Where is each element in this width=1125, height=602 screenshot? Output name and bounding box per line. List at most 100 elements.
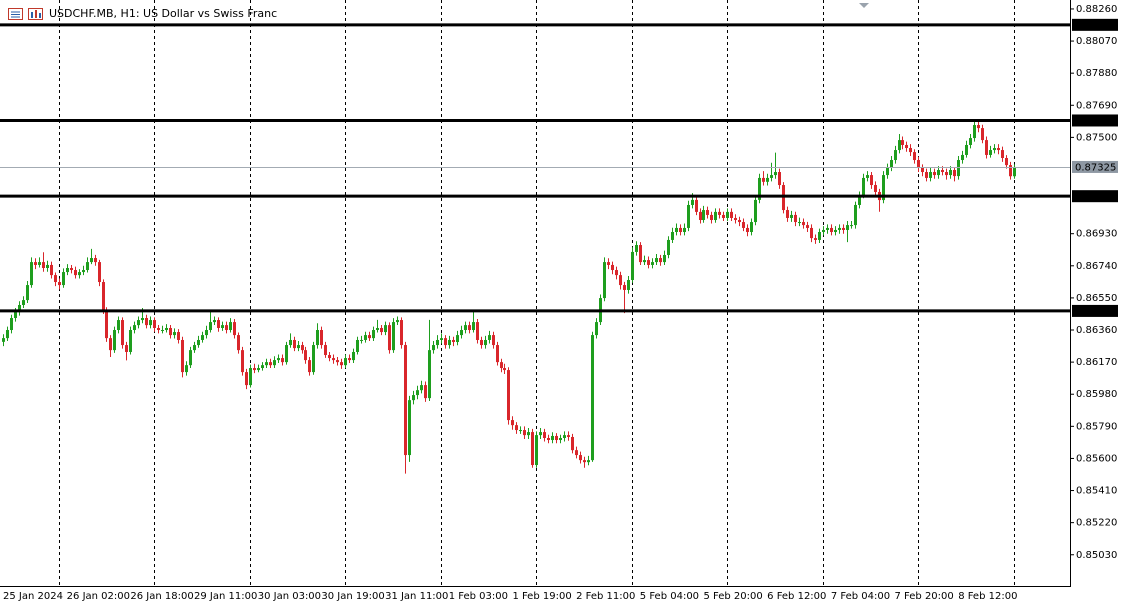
candle-body: [814, 238, 817, 240]
candle-body: [798, 222, 801, 224]
candle-body: [173, 332, 176, 336]
candle-body: [344, 358, 347, 366]
candle-body: [834, 229, 837, 233]
candle-body: [714, 211, 717, 221]
candle-body: [141, 318, 144, 321]
x-tick-label: 7 Feb 20:00: [895, 591, 954, 602]
shift-marker[interactable]: [859, 3, 869, 8]
candle-body: [818, 232, 821, 240]
candle-body: [348, 358, 351, 361]
candle-body: [595, 322, 598, 336]
candle-body: [898, 140, 901, 151]
candle-body: [631, 251, 634, 280]
candle-body: [937, 169, 940, 176]
y-tick-label: 0.85790: [1076, 421, 1117, 432]
candle-body: [468, 325, 471, 331]
candle-body: [758, 177, 761, 200]
candle-body: [511, 420, 514, 426]
candle-body: [368, 335, 371, 339]
candle-body: [858, 195, 861, 205]
candle-body: [539, 432, 542, 436]
candle-body: [452, 339, 455, 343]
candle-body: [973, 125, 976, 139]
candle-body: [137, 320, 140, 326]
candle-body: [189, 350, 192, 366]
y-tick-label: 0.88260: [1076, 4, 1117, 15]
candle-body: [221, 325, 224, 328]
candle-body: [997, 148, 1000, 151]
candle-body: [742, 222, 745, 228]
candle-body: [559, 437, 562, 441]
candle-body: [157, 327, 160, 331]
candle-body: [301, 345, 304, 351]
chart-icons: [8, 8, 43, 20]
candle-body: [380, 327, 383, 333]
candle-body: [870, 175, 873, 186]
candle-body: [50, 264, 53, 276]
y-tick-label: 0.85600: [1076, 453, 1117, 464]
candle-body: [794, 214, 797, 223]
candle-body: [54, 275, 57, 283]
level-box: [1072, 304, 1118, 317]
candle-body: [460, 330, 463, 336]
candle-body: [376, 327, 379, 331]
candle-body: [981, 128, 984, 141]
candle-body: [193, 345, 196, 351]
candle-body: [579, 455, 582, 461]
candle-body: [213, 320, 216, 323]
candle-body: [663, 254, 666, 263]
y-tick-label: 0.88070: [1076, 36, 1117, 47]
candle-body: [746, 227, 749, 233]
candle-body: [695, 199, 698, 212]
candle-body: [293, 339, 296, 349]
candle-body: [993, 148, 996, 151]
last-price-label: 0.87325: [1075, 162, 1116, 173]
candle-body: [977, 125, 980, 129]
candle-body: [687, 204, 690, 228]
candle-body: [683, 227, 686, 233]
y-tick-label: 0.85410: [1076, 486, 1117, 497]
candle-body: [503, 368, 506, 371]
level-box: [1072, 190, 1118, 203]
x-tick-label: 30 Jan 19:00: [321, 591, 384, 602]
candle-body: [603, 262, 606, 299]
candle-body: [42, 262, 45, 268]
candle-body: [750, 222, 753, 233]
candle-body: [356, 339, 359, 352]
candle-body: [726, 211, 729, 218]
candle-body: [527, 432, 530, 436]
candle-body: [396, 320, 399, 323]
candle-body: [492, 335, 495, 346]
candle-body: [105, 310, 108, 339]
candle-body: [647, 260, 650, 265]
candle-body: [129, 330, 132, 352]
candle-body: [985, 140, 988, 155]
candle-body: [730, 211, 733, 218]
x-tick-label: 30 Jan 03:00: [258, 591, 321, 602]
candle-body: [161, 330, 164, 332]
y-tick-label: 0.85980: [1076, 389, 1117, 400]
candle-body: [90, 258, 93, 263]
candle-body: [197, 339, 200, 346]
candle-body: [62, 272, 65, 286]
candle-body: [531, 432, 534, 466]
candle-body: [78, 272, 81, 276]
candle-body: [921, 167, 924, 173]
candle-body: [886, 167, 889, 176]
candle-body: [384, 325, 387, 333]
candle-body: [913, 152, 916, 161]
candle-body: [655, 258, 658, 263]
candle-body: [480, 339, 483, 346]
candle-body: [285, 345, 288, 363]
candle-body: [890, 160, 893, 168]
candle-body: [1009, 165, 1012, 177]
level-label: 0.87152: [1075, 192, 1116, 203]
candle-body: [412, 395, 415, 401]
candle-body: [408, 400, 411, 456]
candle-body: [941, 169, 944, 173]
candle-body: [754, 199, 757, 223]
candle-body: [30, 262, 33, 286]
x-tick-label: 29 Jan 11:00: [194, 591, 257, 602]
candle-body: [18, 305, 21, 313]
candle-body: [400, 320, 403, 346]
